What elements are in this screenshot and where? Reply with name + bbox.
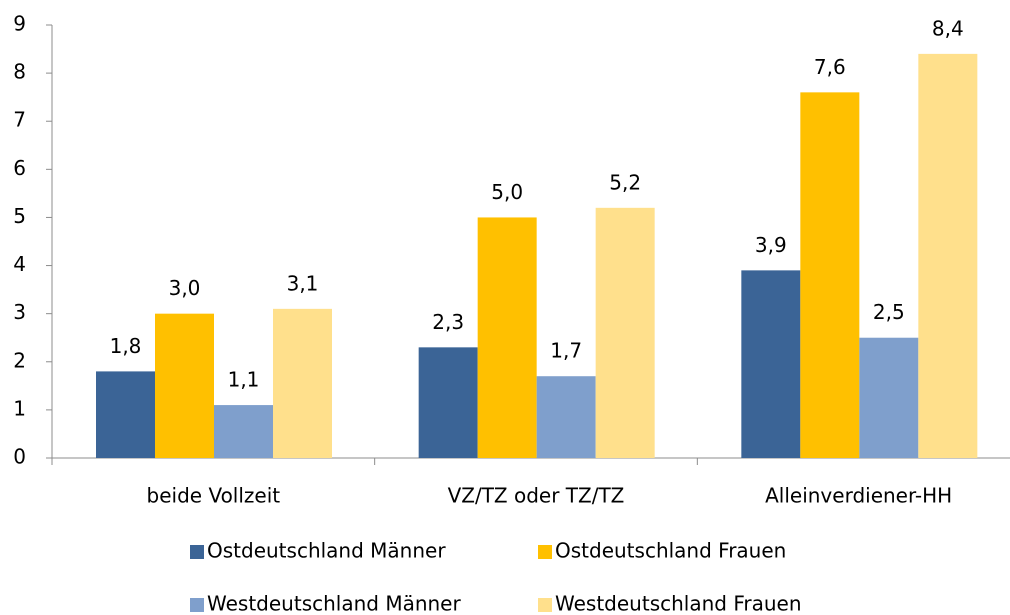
data-label: 1,7: [550, 339, 582, 363]
data-label: 1,8: [110, 334, 142, 358]
legend-swatch: [538, 545, 552, 559]
bar: [155, 313, 214, 458]
bar: [536, 376, 596, 458]
y-tick-label: 2: [13, 348, 26, 372]
x-tick-label: Alleinverdiener-HH: [765, 484, 952, 508]
bar: [214, 405, 273, 458]
bar: [741, 270, 801, 458]
y-tick-label: 0: [13, 445, 26, 469]
bar: [918, 53, 978, 458]
x-tick-label: beide Vollzeit: [147, 484, 281, 508]
data-label: 2,3: [432, 310, 464, 334]
y-tick-label: 8: [13, 60, 26, 84]
legend-label: Westdeutschland Frauen: [555, 592, 802, 615]
data-label: 3,9: [755, 233, 787, 257]
data-label: 8,4: [932, 16, 964, 40]
data-label: 3,1: [287, 271, 319, 295]
data-label: 5,2: [609, 170, 641, 194]
y-tick-label: 7: [13, 108, 26, 132]
y-tick-label: 4: [13, 252, 26, 276]
legend-swatch: [538, 598, 552, 612]
bar: [273, 308, 332, 458]
bar: [477, 217, 537, 458]
bar: [800, 92, 860, 458]
data-label: 7,6: [814, 55, 846, 79]
legend-label: Westdeutschland Männer: [207, 592, 461, 615]
x-tick-label: VZ/TZ oder TZ/TZ: [448, 484, 625, 508]
data-label: 3,0: [169, 276, 201, 300]
data-label: 5,0: [491, 180, 523, 204]
bar: [859, 337, 919, 458]
bar: [595, 207, 655, 458]
data-label: 1,1: [228, 368, 260, 392]
legend-swatch: [190, 545, 204, 559]
legend-label: Ostdeutschland Frauen: [555, 539, 786, 563]
y-tick-label: 5: [13, 204, 26, 228]
y-tick-label: 6: [13, 156, 26, 180]
bar: [96, 371, 155, 458]
y-tick-label: 1: [13, 396, 26, 420]
y-tick-label: 9: [13, 12, 26, 36]
y-tick-label: 3: [13, 300, 26, 324]
legend-swatch: [190, 598, 204, 612]
legend-label: Ostdeutschland Männer: [207, 539, 446, 563]
data-label: 2,5: [873, 300, 905, 324]
bar: [418, 347, 478, 458]
